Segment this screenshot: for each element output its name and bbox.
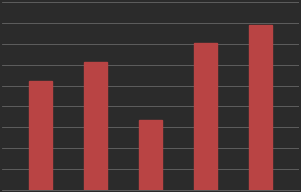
Bar bbox=[29, 81, 52, 190]
Bar bbox=[194, 43, 217, 190]
Bar bbox=[84, 62, 107, 190]
Bar bbox=[139, 120, 162, 190]
Bar bbox=[249, 25, 272, 190]
